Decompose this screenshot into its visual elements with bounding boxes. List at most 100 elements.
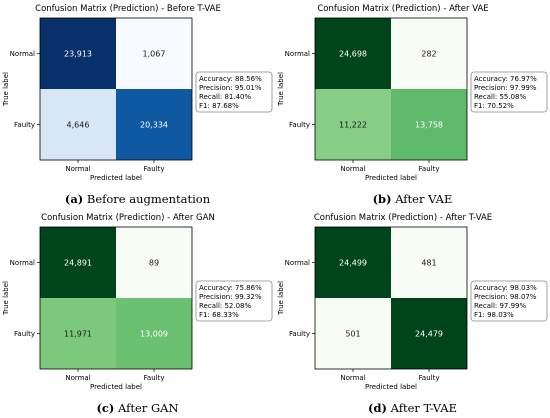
cell-value-label: 282: [421, 50, 436, 59]
x-tick-label: Normal: [65, 374, 90, 382]
metric-line: Precision: 95.01%: [199, 84, 262, 92]
cell-value-label: 11,222: [339, 121, 367, 130]
y-axis-label: True label: [2, 72, 10, 107]
matrix-cell-0-0: [315, 227, 391, 298]
matrix-cell-0-0: [315, 18, 391, 89]
cell-value-label: 1,067: [143, 50, 166, 59]
y-tick-label: Normal: [10, 50, 35, 58]
matrix-frame: [314, 226, 468, 370]
subfigure-caption: (d) After T-VAE: [275, 401, 550, 415]
chart-panel-a: Confusion Matrix (Prediction) - Before T…: [0, 0, 275, 209]
matrix-cell-1-0: [315, 298, 391, 369]
caption-text: Before augmentation: [83, 192, 211, 206]
y-tick-label: Faulty: [289, 330, 310, 338]
metric-line: Accuracy: 75.86%: [199, 284, 262, 292]
matrix-frame: [314, 17, 468, 161]
y-tick-label: Normal: [10, 259, 35, 267]
x-tick-label: Faulty: [144, 165, 165, 173]
y-tick-label: Normal: [285, 259, 310, 267]
confusion-matrix-svg: Confusion Matrix (Prediction) - After GA…: [2, 213, 273, 391]
caption-text: After T-VAE: [386, 401, 457, 415]
chart-title: Confusion Matrix (Prediction) - After VA…: [317, 4, 488, 14]
y-tick-label: Faulty: [14, 330, 35, 338]
metric-line: Accuracy: 88.56%: [199, 75, 262, 83]
y-tick-label: Faulty: [289, 121, 310, 129]
metric-line: F1: 68.33%: [199, 311, 239, 319]
metric-line: Recall: 97.99%: [474, 302, 527, 310]
x-axis-label: Predicted label: [90, 383, 142, 391]
y-tick-label: Normal: [285, 50, 310, 58]
caption-label: (a): [64, 192, 84, 206]
chart-title: Confusion Matrix (Prediction) - After GA…: [41, 213, 215, 223]
matrix-cell-0-1: [116, 227, 192, 298]
cell-value-label: 89: [149, 259, 159, 268]
metric-line: F1: 70.52%: [474, 102, 514, 110]
subfigure-caption: (a) Before augmentation: [0, 192, 275, 206]
matrix-cell-1-1: [391, 89, 467, 160]
chart-panel-b: Confusion Matrix (Prediction) - After VA…: [275, 0, 550, 209]
metrics-box: [470, 71, 548, 113]
matrix-cell-0-1: [391, 18, 467, 89]
caption-label: (d): [368, 401, 387, 415]
cell-value-label: 481: [421, 259, 436, 268]
cell-value-label: 11,971: [64, 330, 92, 339]
matrix-frame: [39, 226, 193, 370]
y-axis-label: True label: [2, 281, 10, 316]
x-tick-label: Faulty: [144, 374, 165, 382]
x-tick-label: Normal: [65, 165, 90, 173]
chart-panel-d: Confusion Matrix (Prediction) - After T-…: [275, 209, 550, 418]
metric-line: Precision: 98.07%: [474, 293, 537, 301]
cell-value-label: 13,758: [415, 121, 443, 130]
metrics-box: [195, 71, 273, 113]
cell-value-label: 24,479: [415, 330, 443, 339]
matrix-cell-0-1: [391, 227, 467, 298]
matrix-cell-0-0: [40, 18, 116, 89]
matrix-cell-1-0: [40, 89, 116, 160]
y-axis-label: True label: [277, 72, 285, 107]
cell-value-label: 24,891: [64, 259, 92, 268]
metric-line: F1: 87.68%: [199, 102, 239, 110]
metric-line: Recall: 52.08%: [199, 302, 252, 310]
y-tick-label: Faulty: [14, 121, 35, 129]
cell-value-label: 501: [345, 330, 360, 339]
metrics-box: [470, 280, 548, 322]
confusion-matrix-svg: Confusion Matrix (Prediction) - After VA…: [277, 4, 548, 182]
x-tick-label: Faulty: [419, 374, 440, 382]
matrix-cell-0-0: [40, 227, 116, 298]
caption-text: After VAE: [391, 192, 453, 206]
subfigure-caption: (c) After GAN: [0, 401, 275, 415]
x-axis-label: Predicted label: [365, 174, 417, 182]
metric-line: Precision: 97.99%: [474, 84, 537, 92]
caption-label: (c): [96, 401, 115, 415]
chart-title: Confusion Matrix (Prediction) - Before T…: [35, 4, 221, 14]
x-tick-label: Faulty: [419, 165, 440, 173]
x-axis-label: Predicted label: [90, 174, 142, 182]
metric-line: Accuracy: 98.03%: [474, 284, 537, 292]
metric-line: Accuracy: 76.97%: [474, 75, 537, 83]
metrics-box: [195, 280, 273, 322]
metric-line: Recall: 81.40%: [199, 93, 252, 101]
matrix-cell-1-1: [116, 89, 192, 160]
confusion-matrix-svg: Confusion Matrix (Prediction) - Before T…: [2, 4, 273, 182]
metric-line: Recall: 55.08%: [474, 93, 527, 101]
metric-line: Precision: 99.32%: [199, 293, 262, 301]
chart-panel-c: Confusion Matrix (Prediction) - After GA…: [0, 209, 275, 418]
caption-label: (b): [372, 192, 392, 206]
y-axis-label: True label: [277, 281, 285, 316]
cell-value-label: 24,499: [339, 259, 367, 268]
metric-line: F1: 98.03%: [474, 311, 514, 319]
subfigure-caption: (b) After VAE: [275, 192, 550, 206]
x-tick-label: Normal: [340, 165, 365, 173]
confusion-matrix-svg: Confusion Matrix (Prediction) - After T-…: [277, 213, 548, 391]
matrix-cell-1-1: [116, 298, 192, 369]
matrix-frame: [39, 17, 193, 161]
chart-title: Confusion Matrix (Prediction) - After T-…: [314, 213, 492, 223]
matrix-cell-1-0: [315, 89, 391, 160]
cell-value-label: 13,009: [140, 330, 168, 339]
caption-text: After GAN: [114, 401, 179, 415]
x-axis-label: Predicted label: [365, 383, 417, 391]
cell-value-label: 24,698: [339, 50, 367, 59]
cell-value-label: 23,913: [64, 50, 92, 59]
cell-value-label: 20,334: [140, 121, 168, 130]
matrix-cell-1-1: [391, 298, 467, 369]
